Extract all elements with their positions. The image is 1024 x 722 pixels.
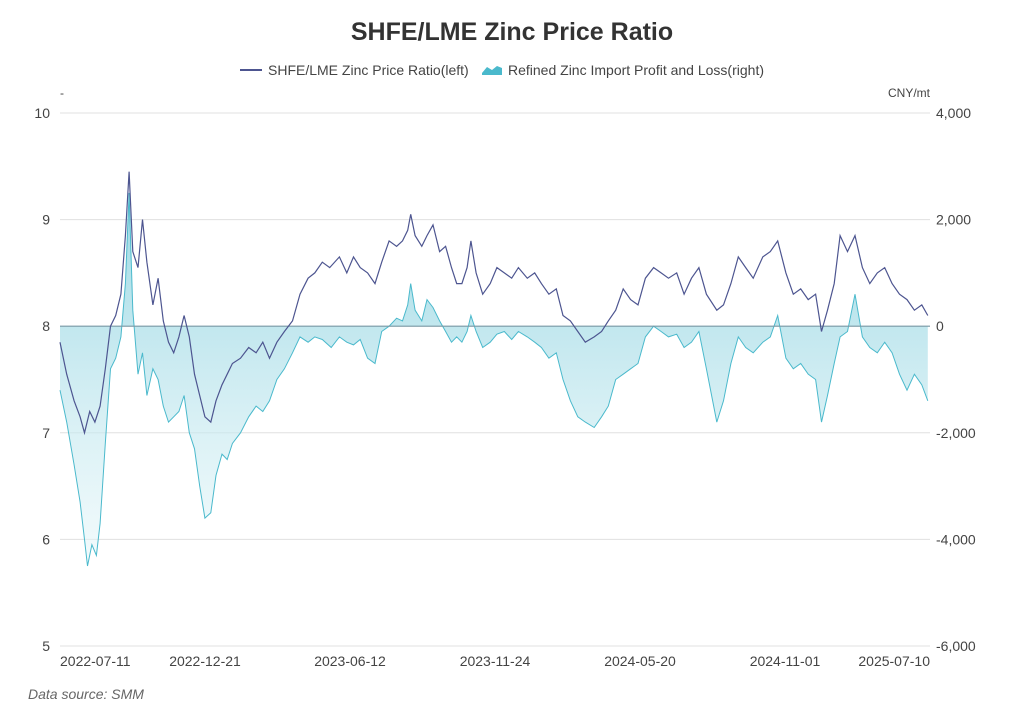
right-tick-label: -2,000 bbox=[936, 425, 976, 441]
x-tick-label: 2022-07-11 bbox=[60, 653, 131, 669]
ratio-line-layer bbox=[59, 171, 929, 436]
right-tick-label: 2,000 bbox=[936, 212, 971, 228]
x-tick-label: 2023-11-24 bbox=[460, 653, 531, 669]
right-tick-label: 0 bbox=[936, 318, 944, 334]
legend-line-swatch bbox=[240, 69, 262, 71]
right-tick-label: 4,000 bbox=[936, 105, 971, 121]
legend-label-profit: Refined Zinc Import Profit and Loss(righ… bbox=[508, 62, 764, 78]
data-source: Data source: SMM bbox=[28, 686, 144, 702]
right-axis-unit: CNY/mt bbox=[888, 86, 930, 100]
ratio-series-line bbox=[59, 171, 929, 436]
right-tick-label: -4,000 bbox=[936, 531, 976, 547]
left-tick-label: 9 bbox=[42, 212, 50, 228]
profit-series-line bbox=[59, 192, 929, 567]
legend-label-ratio: SHFE/LME Zinc Price Ratio(left) bbox=[268, 62, 469, 78]
legend-item-ratio[interactable]: SHFE/LME Zinc Price Ratio(left) bbox=[240, 62, 469, 78]
legend-item-profit[interactable]: Refined Zinc Import Profit and Loss(righ… bbox=[482, 62, 764, 78]
left-tick-label: 6 bbox=[42, 531, 50, 547]
x-tick-label: 2024-11-01 bbox=[750, 653, 821, 669]
chart-title: SHFE/LME Zinc Price Ratio bbox=[350, 18, 674, 46]
x-tick-label: 2023-06-12 bbox=[314, 653, 386, 669]
profit-area-fill bbox=[60, 192, 928, 566]
legend: SHFE/LME Zinc Price Ratio(left) Refined … bbox=[0, 62, 1024, 80]
left-tick-label: 5 bbox=[42, 638, 50, 654]
profit-area-layer bbox=[59, 192, 929, 567]
x-tick-label: 2022-12-21 bbox=[169, 653, 241, 669]
left-axis-unit: - bbox=[60, 86, 64, 100]
axis-labels: 5 -6,000 6 -4,000 7 -2,000 8 0 9 2,000 10 4,000 2022… bbox=[34, 105, 975, 669]
legend-area-swatch bbox=[482, 65, 502, 75]
right-tick-label: -6,000 bbox=[936, 638, 976, 654]
x-tick-label: 2024-05-20 bbox=[604, 653, 676, 669]
left-tick-label: 7 bbox=[42, 425, 50, 441]
left-tick-label: 8 bbox=[42, 318, 50, 334]
x-tick-label: 2025-07-10 bbox=[858, 653, 930, 669]
left-tick-label: 10 bbox=[34, 105, 50, 121]
